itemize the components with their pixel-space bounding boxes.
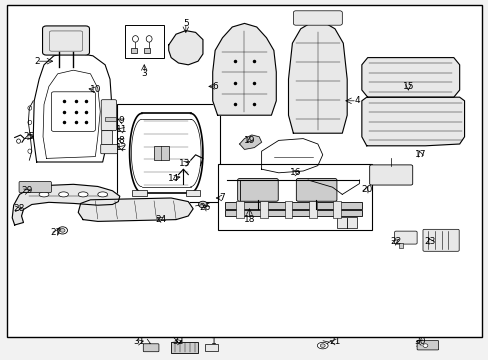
Text: 15: 15 — [402, 82, 413, 91]
Bar — [235, 201, 243, 218]
Bar — [224, 210, 361, 216]
Ellipse shape — [98, 192, 107, 197]
Polygon shape — [78, 198, 193, 221]
Text: 1: 1 — [211, 338, 217, 346]
Ellipse shape — [198, 201, 207, 208]
Text: 14: 14 — [167, 174, 179, 183]
Text: 2: 2 — [34, 57, 40, 66]
Bar — [124, 25, 163, 58]
Polygon shape — [361, 58, 459, 97]
Text: 31: 31 — [133, 338, 145, 346]
Bar — [171, 342, 198, 353]
Text: 25: 25 — [23, 132, 35, 141]
FancyBboxPatch shape — [102, 131, 112, 145]
Ellipse shape — [320, 344, 325, 347]
FancyBboxPatch shape — [293, 11, 342, 25]
Text: 21: 21 — [328, 338, 340, 346]
Ellipse shape — [146, 36, 152, 42]
Polygon shape — [12, 184, 120, 225]
Bar — [284, 201, 292, 218]
Text: 3: 3 — [141, 69, 147, 78]
Ellipse shape — [422, 344, 427, 347]
Text: 28: 28 — [13, 204, 24, 213]
Bar — [308, 201, 316, 218]
Bar — [143, 48, 149, 53]
FancyBboxPatch shape — [101, 100, 116, 131]
Bar — [333, 201, 341, 218]
FancyBboxPatch shape — [369, 165, 412, 185]
Ellipse shape — [58, 227, 67, 234]
Bar — [205, 344, 217, 351]
Ellipse shape — [317, 342, 327, 349]
Text: 26: 26 — [199, 202, 211, 211]
Text: 19: 19 — [243, 136, 255, 145]
FancyBboxPatch shape — [143, 344, 159, 352]
Bar — [224, 202, 361, 209]
FancyBboxPatch shape — [416, 341, 438, 350]
Text: 20: 20 — [360, 184, 372, 194]
FancyBboxPatch shape — [19, 181, 51, 193]
FancyBboxPatch shape — [101, 144, 117, 154]
Text: 32: 32 — [171, 338, 183, 346]
Ellipse shape — [59, 192, 68, 197]
Text: 4: 4 — [353, 96, 359, 105]
Text: 24: 24 — [155, 215, 167, 224]
Text: 16: 16 — [289, 168, 301, 177]
Ellipse shape — [132, 36, 138, 42]
Bar — [260, 201, 267, 218]
Text: 10: 10 — [89, 85, 101, 94]
FancyBboxPatch shape — [42, 26, 89, 55]
Text: 8: 8 — [118, 136, 124, 145]
Text: 5: 5 — [183, 19, 188, 28]
Ellipse shape — [60, 229, 65, 232]
Bar — [131, 48, 137, 53]
Ellipse shape — [78, 192, 88, 197]
Text: 23: 23 — [424, 237, 435, 246]
Bar — [154, 146, 168, 160]
Polygon shape — [361, 97, 464, 146]
FancyBboxPatch shape — [422, 229, 458, 251]
Text: 27: 27 — [50, 228, 62, 237]
Polygon shape — [168, 31, 203, 65]
Text: 13: 13 — [179, 159, 190, 168]
Bar — [185, 190, 200, 196]
Text: 12: 12 — [115, 143, 127, 152]
Polygon shape — [212, 23, 276, 115]
Bar — [117, 104, 220, 202]
Text: 6: 6 — [212, 82, 218, 91]
Text: 30: 30 — [413, 338, 425, 346]
Text: 9: 9 — [118, 116, 124, 125]
Text: 11: 11 — [115, 125, 127, 134]
Text: 17: 17 — [414, 150, 426, 159]
FancyBboxPatch shape — [237, 179, 278, 201]
Polygon shape — [288, 20, 346, 133]
Text: 7: 7 — [219, 194, 225, 202]
Text: 18: 18 — [243, 215, 255, 224]
Bar — [398, 243, 403, 248]
FancyBboxPatch shape — [296, 179, 336, 201]
Text: 29: 29 — [21, 186, 33, 195]
Polygon shape — [239, 135, 261, 149]
Ellipse shape — [39, 192, 49, 197]
Bar — [217, 164, 371, 230]
FancyBboxPatch shape — [394, 231, 416, 244]
Bar — [105, 117, 116, 121]
Bar — [337, 217, 356, 228]
Text: 22: 22 — [389, 237, 401, 246]
Bar — [132, 190, 146, 196]
